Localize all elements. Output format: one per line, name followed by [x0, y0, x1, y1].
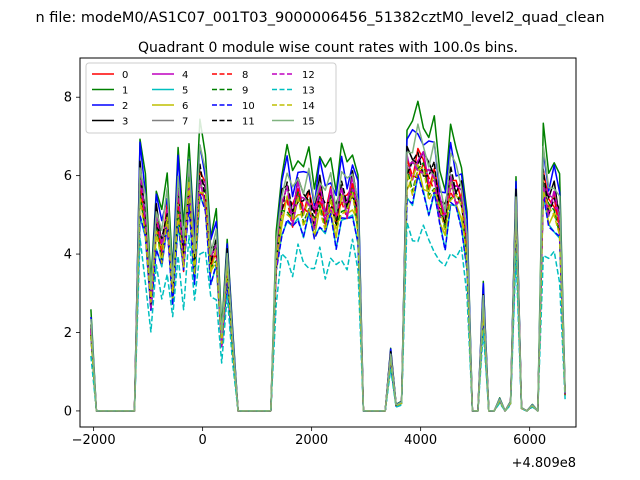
legend-label-0: 0 — [122, 70, 128, 81]
y-tick-label: 2 — [64, 326, 72, 341]
legend-label-13: 13 — [302, 86, 315, 97]
y-tick-label: 8 — [64, 91, 72, 106]
legend-label-9: 9 — [242, 86, 248, 97]
x-tick-label: 4000 — [404, 433, 437, 448]
x-tick-label: 0 — [198, 433, 206, 448]
legend-label-11: 11 — [242, 117, 255, 128]
y-axis: 0 2 4 6 8 — [64, 91, 80, 419]
legend-label-12: 12 — [302, 70, 315, 81]
legend-label-7: 7 — [182, 117, 188, 128]
figure-suptitle: n file: modeM0/AS1C07_001T03_9000006456_… — [35, 10, 604, 26]
y-tick-label: 6 — [64, 169, 72, 184]
legend-label-5: 5 — [182, 86, 188, 97]
legend-label-14: 14 — [302, 101, 315, 112]
x-axis: −2000 0 2000 4000 6000 — [72, 427, 546, 448]
plot-frame — [79, 57, 577, 428]
legend-label-1: 1 — [122, 86, 128, 97]
legend-label-15: 15 — [302, 117, 315, 128]
x-tick-label: 6000 — [513, 433, 546, 448]
legend-label-3: 3 — [122, 117, 128, 128]
y-tick-label: 0 — [64, 404, 72, 419]
legend-label-2: 2 — [122, 101, 128, 112]
legend-label-4: 4 — [182, 70, 188, 81]
legend-label-8: 8 — [242, 70, 248, 81]
legend-box — [85, 62, 337, 134]
legend-label-10: 10 — [242, 101, 255, 112]
x-tick-label: −2000 — [72, 433, 116, 448]
chart-title: Quadrant 0 module wise count rates with … — [138, 40, 518, 56]
series-layer — [90, 100, 566, 412]
series-line-15 — [90, 123, 566, 412]
legend-label-6: 6 — [182, 101, 188, 112]
series-line-13 — [90, 221, 566, 412]
x-offset-label: +4.809e8 — [512, 456, 576, 471]
y-tick-label: 4 — [64, 248, 72, 263]
x-tick-label: 2000 — [295, 433, 328, 448]
